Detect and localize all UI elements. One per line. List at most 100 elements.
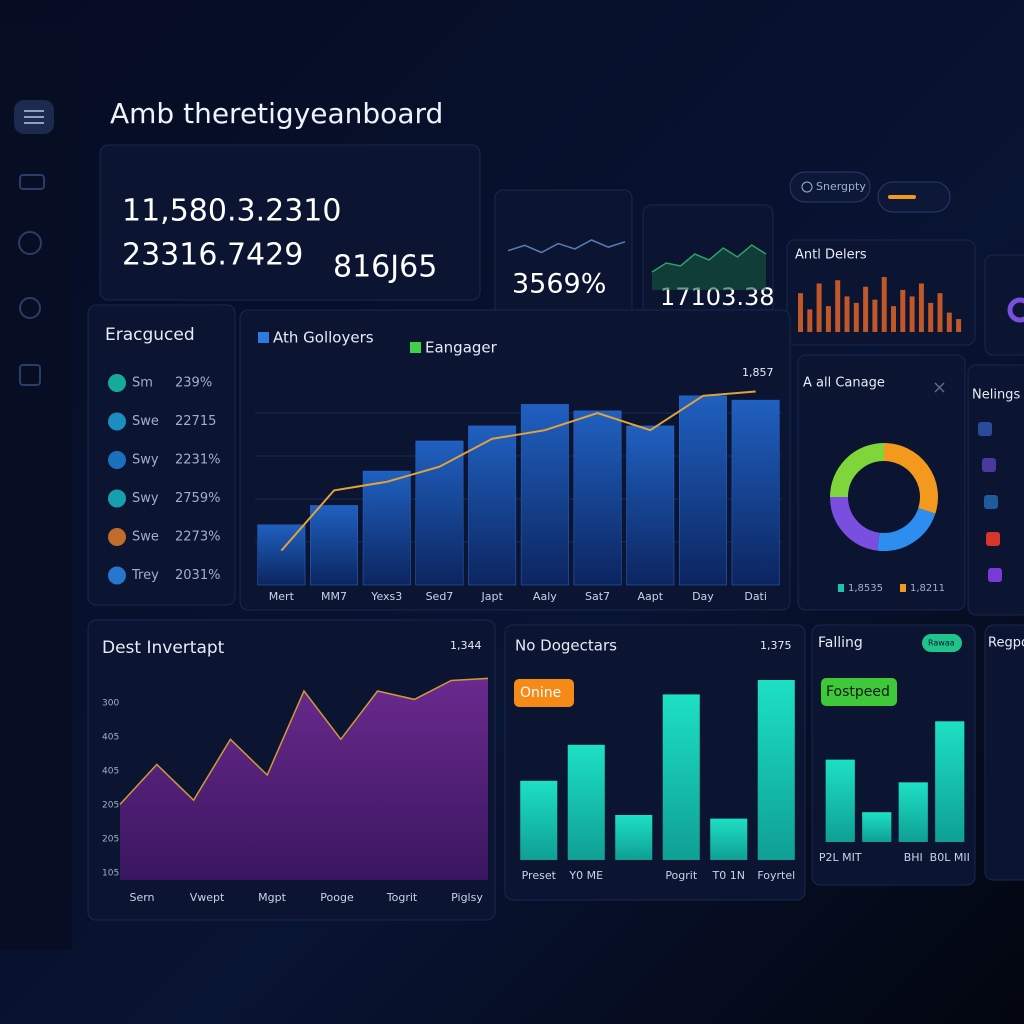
- stat: 23316.7429: [122, 238, 303, 273]
- bar: [310, 505, 359, 586]
- far-panel: [984, 624, 1024, 881]
- x-tick-label: Aapt: [637, 590, 663, 603]
- nav-icon[interactable]: [19, 364, 41, 386]
- menu-icon: [24, 110, 44, 124]
- row-name: Sm: [132, 376, 153, 391]
- row-name: Swe: [132, 414, 159, 429]
- y-label: 405: [102, 733, 119, 743]
- search-label: Snergpty: [816, 180, 866, 193]
- search-icon: [801, 181, 813, 193]
- sidebar: [0, 30, 72, 950]
- badge-label: Onine: [520, 685, 561, 701]
- panel-title: A all Canage: [803, 376, 885, 391]
- row-name: Swy: [132, 491, 159, 506]
- y-label: 405: [102, 767, 119, 777]
- mini-bar: [909, 296, 915, 332]
- legend-label: 1,8211: [910, 583, 945, 594]
- bar: [710, 818, 748, 860]
- line: [280, 390, 756, 552]
- row-name: Trey: [131, 568, 159, 583]
- legend-label: 1,8535: [848, 583, 883, 594]
- legend-swatch: [258, 332, 269, 343]
- mini-bar: [853, 302, 859, 332]
- legend-swatch: [900, 584, 906, 592]
- nav-icon[interactable]: [19, 297, 41, 319]
- row-value: 239%: [175, 376, 212, 391]
- mini-bar: [844, 296, 850, 332]
- bar: [626, 425, 675, 586]
- list-icon: [984, 495, 998, 509]
- row-value: 2273%: [175, 530, 220, 545]
- bar: [662, 694, 700, 860]
- bar: [520, 404, 569, 586]
- nav-icon[interactable]: [18, 231, 42, 255]
- legend-swatch: [410, 342, 421, 353]
- legend-swatch: [838, 584, 844, 592]
- filter-indicator: [888, 195, 916, 199]
- x-tick-label: Mgpt: [258, 891, 286, 904]
- row-name: Swy: [132, 453, 159, 468]
- mini-bar: [918, 283, 924, 332]
- bar: [415, 440, 464, 586]
- row-value: 22715: [175, 414, 216, 429]
- donut-panel: [797, 354, 966, 611]
- panel-title: Falling: [818, 635, 863, 651]
- kpi-label: 3569%: [512, 269, 606, 300]
- row-icon: [108, 528, 126, 546]
- bar: [757, 680, 795, 860]
- close-icon[interactable]: [934, 382, 945, 393]
- x-tick-label: Yexs3: [370, 590, 402, 603]
- mini-bar: [816, 283, 822, 332]
- mini-bars-panel: [786, 239, 976, 346]
- mini-bar: [872, 299, 878, 332]
- donut-segment: [830, 443, 885, 498]
- bar: [825, 759, 855, 842]
- panel-title: No Dogectars: [515, 637, 617, 655]
- x-tick-label: T0 1N: [712, 869, 745, 882]
- y-label: 205: [102, 801, 119, 811]
- badge: [514, 679, 574, 707]
- bar: [935, 721, 965, 842]
- panel-title: Eracguced: [105, 325, 195, 345]
- x-tick-label: Y0 ME: [568, 869, 603, 882]
- partial-panel: [984, 254, 1024, 356]
- panel-value: 1,344: [450, 639, 482, 652]
- mini-bar: [937, 293, 943, 332]
- row-value: 2231%: [175, 453, 220, 468]
- bar: [520, 780, 558, 860]
- mini-bar: [956, 319, 962, 332]
- list-icon: [988, 568, 1002, 582]
- search-chip[interactable]: [789, 171, 871, 203]
- badge-label: Fostpeed: [826, 684, 890, 700]
- stat: 816J65: [333, 250, 437, 285]
- donut-segment: [883, 443, 938, 514]
- bar: [567, 744, 605, 860]
- list-icon: [986, 532, 1000, 546]
- x-tick-label: BHI: [904, 851, 923, 864]
- x-tick-label: B0L MII: [930, 851, 970, 864]
- x-tick-label: Sat7: [585, 590, 610, 603]
- mini-bar: [835, 280, 841, 332]
- x-tick-label: P2L MIT: [819, 851, 862, 864]
- row-icon: [108, 412, 126, 431]
- x-tick-label: Dati: [744, 590, 767, 603]
- panel-value: 1,375: [760, 639, 792, 652]
- row-icon: [108, 489, 126, 508]
- sparkline: [651, 244, 767, 273]
- mini-bar: [807, 309, 813, 332]
- legend-label: Eangager: [425, 339, 498, 357]
- mini-bar: [891, 306, 896, 332]
- row-value: 2759%: [175, 491, 220, 506]
- bar: [862, 812, 892, 842]
- y-label: 300: [102, 699, 119, 709]
- bar: [573, 410, 622, 586]
- y-label: 205: [102, 835, 119, 845]
- chip-label: Rawaa: [928, 639, 955, 648]
- y-label: 105: [102, 869, 119, 879]
- panel-title: Regpo: [988, 636, 1024, 651]
- nav-icon[interactable]: [19, 174, 45, 190]
- stats-panel: [99, 144, 481, 301]
- bar: [898, 782, 928, 842]
- sparkline: [507, 239, 626, 254]
- x-tick-label: Sed7: [426, 590, 454, 603]
